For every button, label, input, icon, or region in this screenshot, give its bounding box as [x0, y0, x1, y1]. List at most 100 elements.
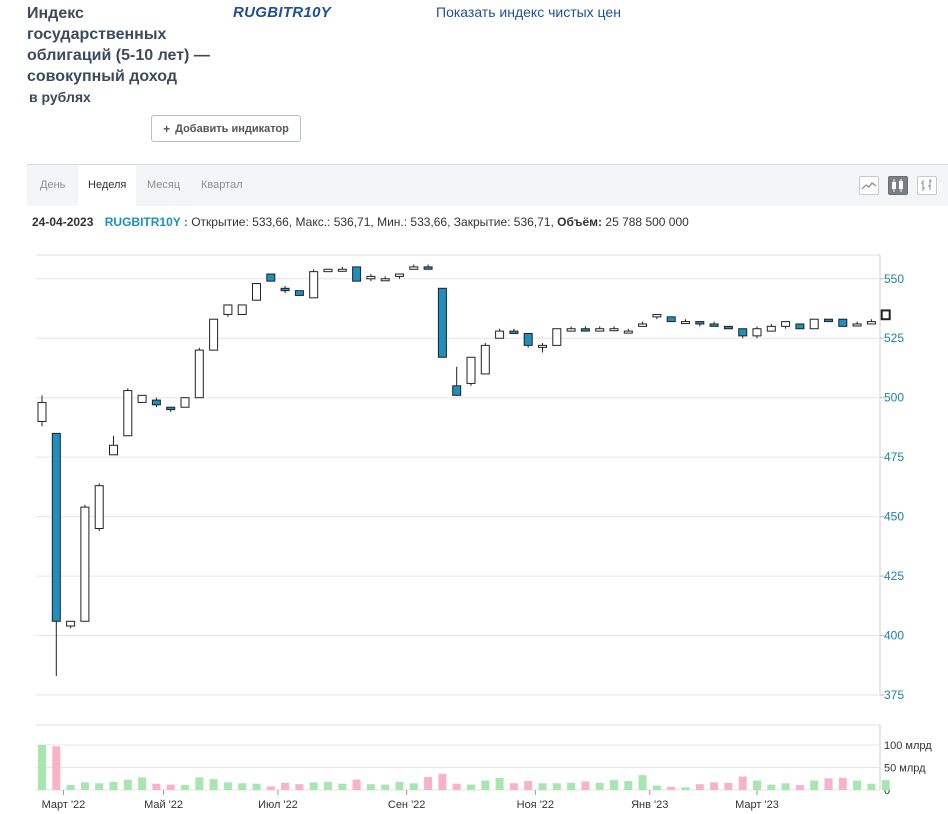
candle-body	[237, 304, 247, 315]
volume-bar	[80, 782, 89, 790]
add-indicator-label: Добавить индикатор	[175, 122, 289, 135]
candle-body	[323, 268, 333, 273]
x-tick-label: Сен '22	[388, 799, 426, 811]
volume-bar	[838, 777, 847, 790]
price-tick-label: 525	[884, 331, 904, 345]
candle-body	[66, 620, 76, 627]
info-ticker: RUGBITR10Y :	[104, 215, 188, 229]
info-volume-value: 25 788 500 000	[605, 215, 689, 229]
candle-body	[80, 506, 90, 622]
volume-bar	[109, 781, 118, 790]
x-tick-label: Май '22	[144, 799, 183, 811]
candle-body	[252, 283, 261, 301]
add-indicator-button[interactable]: + Добавить индикатор	[151, 115, 301, 142]
candle-body	[180, 397, 190, 408]
candle-body	[652, 313, 662, 318]
candle-body	[409, 266, 419, 270]
candle-body	[466, 356, 476, 384]
volume-bar	[738, 776, 747, 790]
volume-bar	[810, 780, 819, 790]
info-ohlc-values: Открытие: 533,66, Макс.: 536,71, Мин.: 5…	[191, 215, 554, 229]
candle-body	[738, 328, 748, 337]
candle-body	[824, 318, 833, 323]
candle-body	[280, 287, 290, 292]
show-clean-price-index-link[interactable]: Показать индекс чистых цен	[436, 4, 621, 20]
volume-bar	[724, 782, 733, 790]
volume-bar	[581, 781, 590, 790]
tab-week[interactable]: Неделя	[78, 165, 137, 206]
volume-bar	[95, 783, 104, 790]
candle-body	[266, 273, 276, 282]
candle-body	[880, 309, 891, 321]
volume-bar	[781, 783, 790, 790]
price-tick-label: 550	[884, 272, 904, 286]
volume-bar	[181, 785, 189, 790]
candle-body	[123, 390, 133, 437]
volume-bar	[652, 785, 661, 790]
candle-body	[723, 325, 733, 330]
volume-bar	[123, 779, 132, 790]
volume-bar	[66, 785, 75, 790]
price-tick-label: 450	[884, 510, 904, 524]
volume-bar	[695, 784, 704, 790]
volume-bar	[538, 783, 547, 790]
volume-bar	[52, 746, 61, 790]
candle-body	[366, 275, 376, 280]
ohlc-bars-icon[interactable]	[917, 176, 937, 195]
volume-bar	[424, 776, 433, 790]
line-chart-icon[interactable]	[859, 176, 879, 195]
volume-bar	[209, 779, 218, 790]
volume-bar	[495, 777, 504, 790]
volume-bar	[409, 783, 418, 790]
volume-bar	[710, 782, 719, 790]
candle-body	[623, 330, 633, 334]
x-tick-label: Июл '22	[258, 799, 298, 811]
candle-body	[166, 406, 176, 411]
candle-body	[480, 344, 490, 375]
volume-bar	[481, 780, 490, 790]
tab-month[interactable]: Месяц	[147, 179, 181, 191]
candle-body	[309, 271, 319, 299]
candle-body	[552, 328, 562, 346]
volume-bar	[595, 782, 604, 790]
candle-body	[37, 401, 47, 422]
volume-bar	[238, 783, 247, 790]
volume-bar	[795, 785, 804, 790]
candle-body	[809, 318, 819, 330]
candle-body	[437, 287, 447, 358]
candle-body	[294, 290, 304, 296]
volume-bar	[295, 784, 304, 790]
candle-body	[194, 349, 204, 399]
volume-bar	[152, 783, 161, 790]
candle-body	[423, 266, 433, 270]
volume-bar	[324, 781, 332, 790]
candle-body	[609, 328, 619, 332]
candle-body	[452, 385, 462, 396]
candle-body	[781, 321, 791, 327]
candlestick-icon[interactable]	[888, 176, 908, 195]
volume-bar	[767, 784, 776, 790]
volume-tick-label: 0	[884, 785, 890, 797]
candle-body	[595, 328, 605, 332]
candle-body	[337, 268, 347, 272]
volume-bar	[667, 786, 676, 790]
plus-icon: +	[163, 121, 171, 136]
candle-body	[838, 318, 848, 327]
volume-bar	[38, 745, 46, 790]
volume-bar	[352, 779, 361, 790]
volume-bar	[381, 784, 390, 790]
candle-body	[380, 278, 390, 282]
candle-body	[94, 485, 104, 530]
candle-body	[766, 325, 776, 332]
price-tick-label: 475	[884, 450, 904, 464]
volume-bar	[138, 777, 147, 790]
volume-bar	[309, 782, 318, 790]
page-title: Индекс государственных облигаций (5-10 л…	[27, 5, 210, 85]
volume-tick-label: 100 млрд	[884, 740, 932, 752]
tab-day[interactable]: День	[40, 179, 66, 191]
tab-quarter[interactable]: Квартал	[201, 179, 243, 191]
volume-bar	[195, 777, 204, 790]
volume-bar	[624, 781, 633, 790]
volume-bar	[524, 781, 533, 790]
